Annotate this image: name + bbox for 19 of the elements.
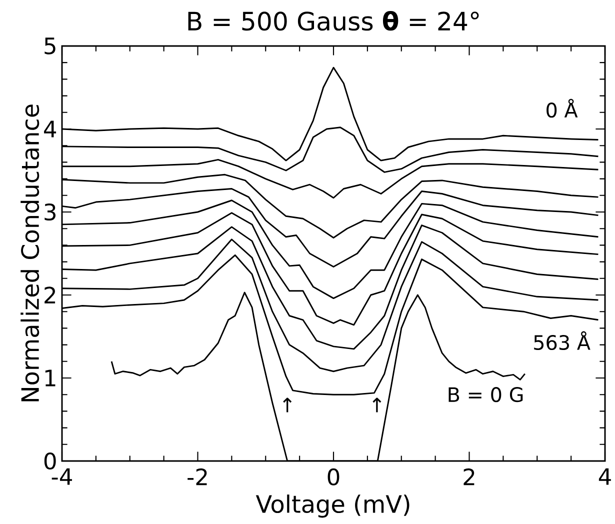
y-tick-label: 0 bbox=[44, 452, 56, 470]
annotation: 0 Å bbox=[546, 98, 578, 118]
y-tick-label: 4 bbox=[44, 120, 56, 138]
x-axis-title: Voltage (mV) bbox=[256, 494, 410, 518]
x-tick-label: -2 bbox=[188, 468, 207, 486]
annotation: ↑ bbox=[283, 398, 292, 412]
y-axis-title: Normalized Conductance bbox=[20, 104, 40, 402]
x-tick-label: 4 bbox=[598, 468, 611, 485]
y-tick-label: 1 bbox=[45, 370, 56, 386]
annotation: ↑ bbox=[372, 398, 382, 412]
y-tick-label: 5 bbox=[44, 38, 56, 54]
y-tick-label: 2 bbox=[44, 286, 56, 304]
x-tick-label: 0 bbox=[328, 468, 340, 486]
y-tick-label: 3 bbox=[44, 203, 56, 221]
chart-title: B = 500 Gauss θ = 24° bbox=[188, 10, 479, 31]
x-tick-label: 2 bbox=[464, 468, 474, 486]
x-tick-label: -4 bbox=[52, 468, 72, 485]
annotation: B = 0 G bbox=[448, 387, 523, 402]
annotation: 563 Å bbox=[534, 331, 590, 350]
